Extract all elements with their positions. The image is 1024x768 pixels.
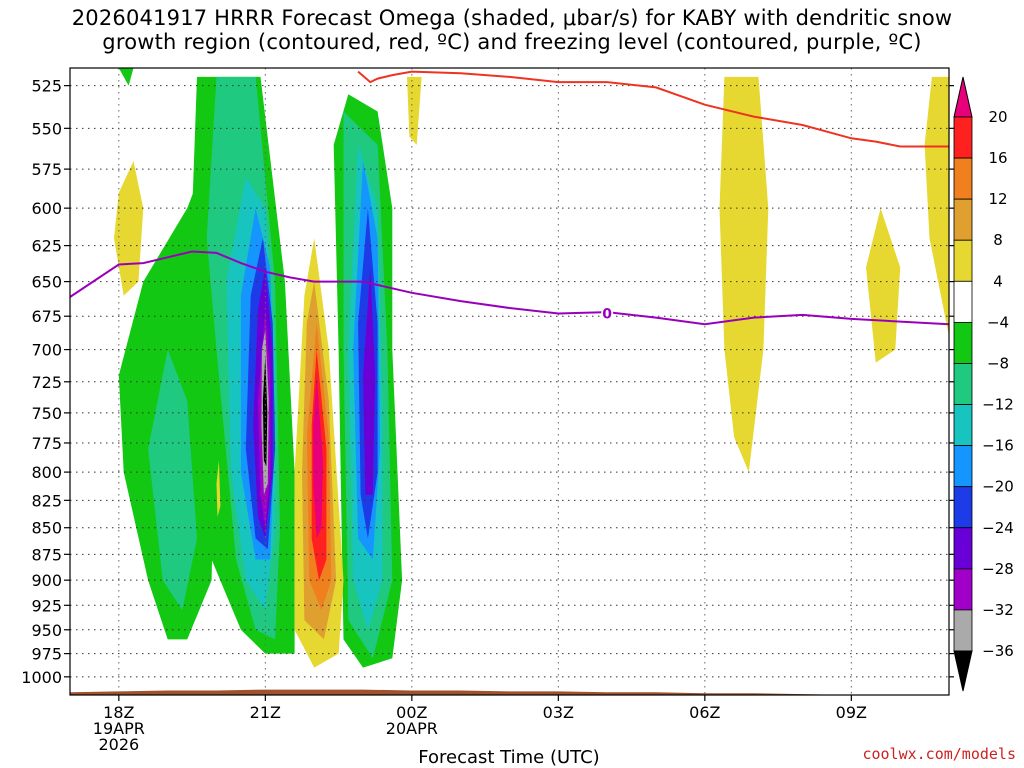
colorbar-swatch: [953, 486, 973, 529]
colorbar-label: 16: [988, 149, 1007, 167]
colorbar-label: −4: [987, 313, 1009, 331]
colorbar-label: 4: [993, 272, 1003, 290]
omega-region-green-topleft: [118, 68, 134, 86]
colorbar-label: 12: [988, 190, 1007, 208]
colorbar-swatch: [953, 321, 973, 364]
omega-region-yellow-thin: [216, 460, 221, 517]
omega-region-yellow-small-left: [114, 161, 144, 296]
omega-region-indigo-right: [363, 267, 376, 495]
colorbar-label: −16: [982, 437, 1014, 455]
colorbar-swatch: [953, 568, 973, 611]
colorbar-swatch: [953, 280, 973, 323]
colorbar-top-arrow: [953, 76, 973, 118]
x-axis-label: Forecast Time (UTC): [418, 747, 599, 768]
colorbar: 20 16 12 8 4 −4 −8 −12 −16 −20 −24 −28 −32 −36: [953, 76, 1014, 692]
colorbar-swatch: [953, 198, 973, 241]
y-tick-label: 975: [31, 645, 62, 664]
y-tick-label: 825: [31, 491, 62, 510]
x-tick-label: 00Z: [396, 703, 427, 722]
y-tick-label: 875: [31, 545, 62, 564]
colorbar-bottom-arrow: [953, 650, 973, 692]
y-tick-label: 550: [31, 119, 62, 138]
x-tick-label: 09Z: [836, 703, 867, 722]
x-tick-label: 19APR: [93, 719, 145, 738]
y-tick-label: 600: [31, 199, 62, 218]
freezing-level-contour-label: 0: [602, 306, 612, 322]
y-tick-label: 900: [31, 571, 62, 590]
colorbar-label: 20: [988, 108, 1007, 126]
colorbar-swatch: [953, 609, 973, 652]
ground-layer: [70, 689, 949, 695]
colorbar-label: −32: [982, 601, 1014, 619]
y-tick-label: 850: [31, 519, 62, 538]
omega-region-yellow-09z: [866, 208, 901, 363]
y-tick-label: 925: [31, 596, 62, 615]
chart-title: 2026041917 HRRR Forecast Omega (shaded, …: [0, 6, 1024, 54]
y-tick-label: 675: [31, 307, 62, 326]
colorbar-swatch: [953, 527, 973, 570]
omega-region-pink-updraft: [313, 375, 323, 539]
omega-shading: [114, 68, 949, 668]
y-tick-label: 700: [31, 341, 62, 360]
y-tick-label: 1000: [21, 668, 62, 687]
y-axis-ticks: 525 550 575 600 625 650 675 700 725 750 775 800 825 8…: [21, 77, 954, 687]
colorbar-label: −20: [982, 478, 1014, 496]
x-tick-label: 2026: [98, 735, 139, 754]
y-tick-label: 625: [31, 237, 62, 256]
ground-fill: [70, 689, 949, 695]
colorbar-swatch: [953, 445, 973, 488]
colorbar-swatch: [953, 116, 973, 159]
colorbar-swatch: [953, 404, 973, 447]
dendritic-growth-contour: [357, 70, 949, 148]
title-line-2: growth region (contoured, red, ºC) and f…: [102, 30, 922, 54]
x-tick-label: 20APR: [386, 719, 438, 738]
omega-region-seafoam-left: [148, 349, 197, 611]
freezing-level-contour: [70, 250, 949, 326]
x-tick-label: 03Z: [543, 703, 574, 722]
x-tick-label: 21Z: [250, 703, 281, 722]
y-tick-label: 525: [31, 77, 62, 96]
y-tick-label: 650: [31, 273, 62, 292]
y-tick-label: 950: [31, 621, 62, 640]
title-line-1: 2026041917 HRRR Forecast Omega (shaded, …: [71, 6, 953, 30]
contour-lines: 0: [70, 70, 949, 326]
omega-region-yellow-06z: [719, 76, 769, 473]
colorbar-label: −12: [982, 396, 1014, 414]
y-tick-label: 800: [31, 463, 62, 482]
x-tick-label: 18Z: [103, 703, 134, 722]
y-tick-label: 575: [31, 160, 62, 179]
contour-label-bg: [601, 306, 614, 321]
y-tick-label: 775: [31, 434, 62, 453]
colorbar-swatch: [953, 157, 973, 200]
colorbar-swatch: [953, 363, 973, 405]
colorbar-label: −28: [982, 560, 1014, 578]
omega-region-yellow-right-edge: [924, 76, 949, 337]
grid-lines: [70, 68, 949, 695]
y-tick-label: 725: [31, 373, 62, 392]
colorbar-label: 8: [993, 231, 1003, 249]
credit-text: coolwx.com/models: [862, 745, 1016, 763]
colorbar-label: −8: [987, 354, 1009, 372]
x-tick-label: 06Z: [689, 703, 720, 722]
colorbar-label: −36: [982, 642, 1014, 660]
colorbar-label: −24: [982, 519, 1014, 537]
y-tick-label: 750: [31, 404, 62, 423]
omega-region-yellow-top-mid: [407, 76, 422, 145]
colorbar-swatch: [953, 239, 973, 282]
